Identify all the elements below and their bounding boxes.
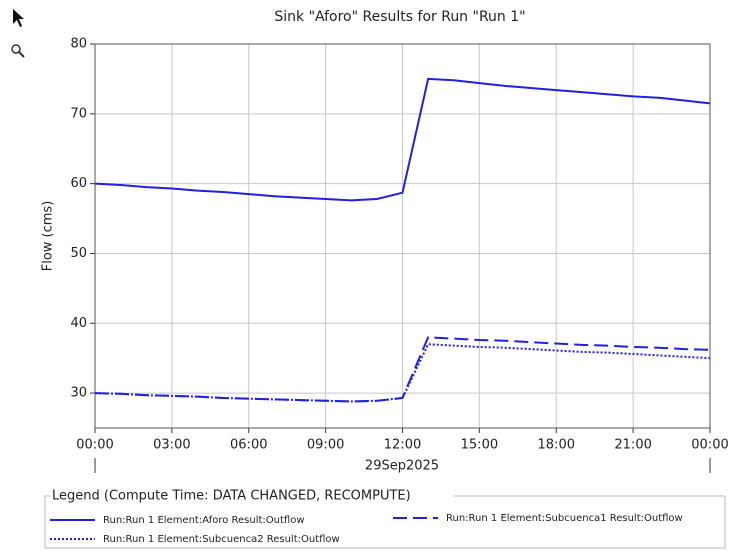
y-tick-label: 30 — [70, 386, 87, 401]
y-tick-label: 50 — [70, 246, 87, 261]
legend-title: Legend (Compute Time: DATA CHANGED, RECO… — [52, 489, 411, 504]
series-line — [94, 77, 711, 202]
y-tick-label: 70 — [70, 106, 87, 121]
legend-label: Run:Run 1 Element:Subcuenca2 Result:Outf… — [103, 534, 340, 545]
zoom-tool[interactable] — [11, 44, 25, 58]
date-label: 29Sep2025 — [365, 459, 439, 474]
toolbar — [11, 9, 25, 58]
select-tool[interactable] — [13, 9, 24, 27]
legend-title-bg — [50, 488, 453, 502]
y-tick-label: 80 — [70, 37, 87, 52]
plot-frame — [94, 43, 711, 429]
y-tick-label: 60 — [70, 176, 87, 191]
x-tick-label: 00:00 — [76, 438, 113, 453]
chart-title: Sink "Aforo" Results for Run "Run 1" — [274, 9, 525, 25]
x-tick-label: 03:00 — [153, 438, 190, 453]
x-tick-label: 18:00 — [538, 438, 575, 453]
legend: Legend (Compute Time: DATA CHANGED, RECO… — [44, 488, 726, 549]
series-line — [94, 336, 711, 403]
legend-label: Run:Run 1 Element:Subcuenca1 Result:Outf… — [446, 513, 683, 524]
x-tick-label: 21:00 — [614, 438, 651, 453]
legend-label: Run:Run 1 Element:Aforo Result:Outflow — [103, 515, 305, 526]
x-tick-label: 09:00 — [307, 438, 344, 453]
x-tick-label: 12:00 — [384, 438, 421, 453]
y-tick-label: 40 — [70, 316, 87, 331]
x-tick-label: 00:00 — [691, 438, 728, 453]
x-tick-label: 06:00 — [230, 438, 267, 453]
x-tick-label: 15:00 — [461, 438, 498, 453]
y-axis-label: Flow (cms) — [41, 201, 56, 272]
